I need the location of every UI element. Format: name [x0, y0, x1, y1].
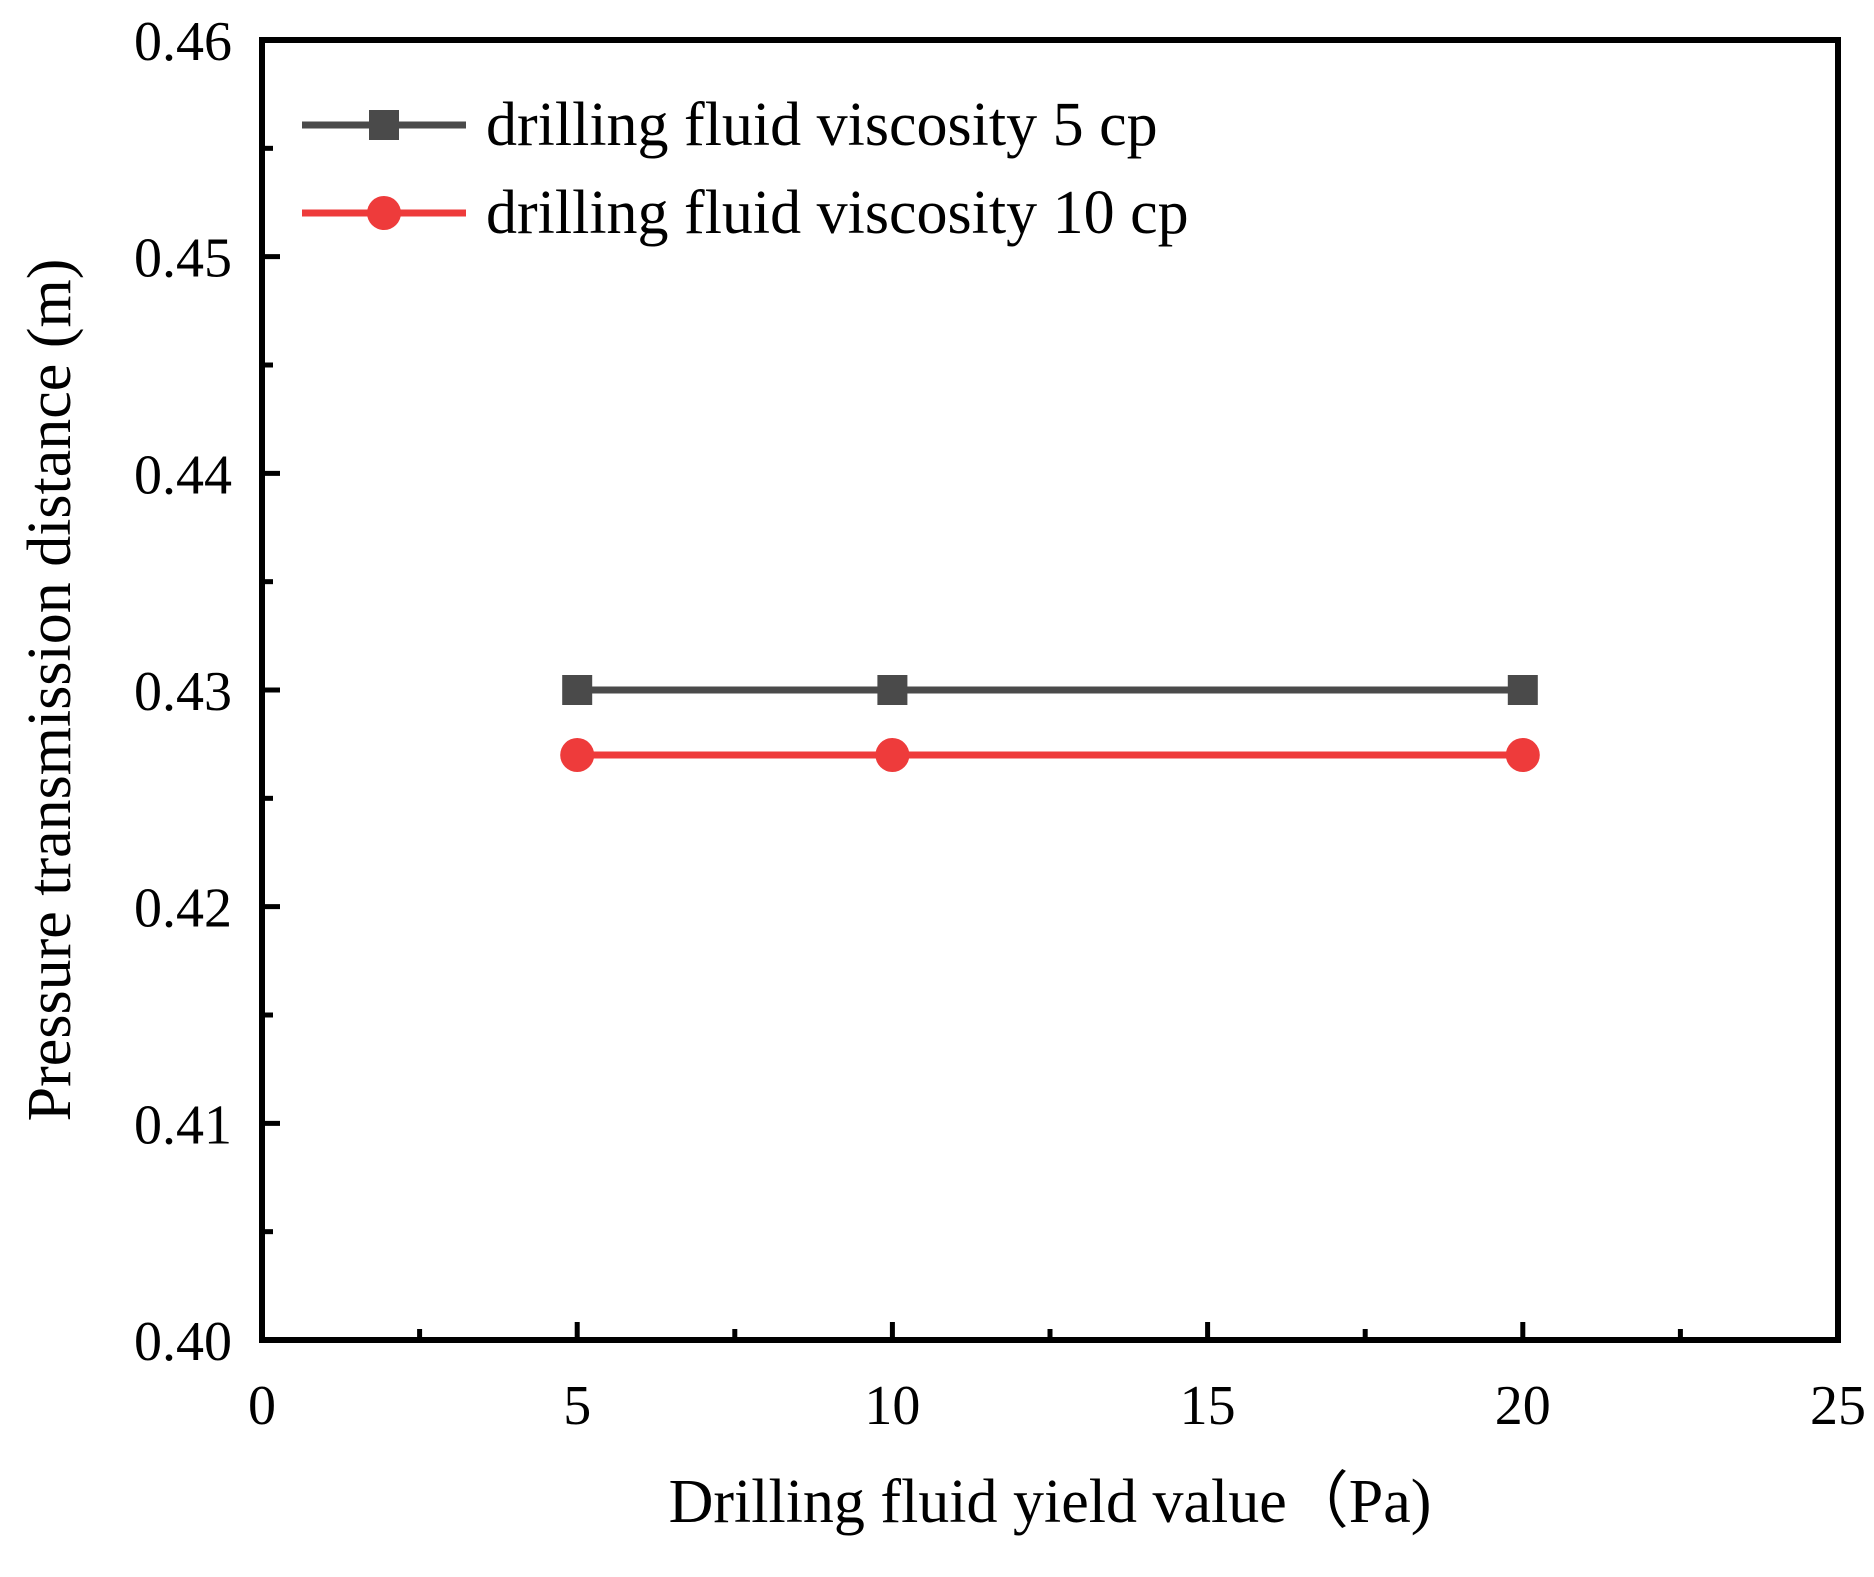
series-marker-square	[877, 675, 908, 705]
y-tick-label: 0.45	[134, 228, 232, 290]
series-group	[560, 738, 1540, 772]
y-tick-label: 0.40	[134, 1311, 232, 1373]
x-tick-label: 0	[248, 1375, 276, 1437]
series-marker-circle	[875, 738, 910, 772]
y-axis-ticks: 0.40 0.41 0.42 0.43 0.44 0.45 0.46	[134, 11, 280, 1373]
y-axis-title: Pressure transmission distance (m)	[16, 259, 84, 1122]
y-tick-label: 0.43	[134, 661, 232, 723]
legend-entry: drilling fluid viscosity 5 cp	[302, 91, 1158, 159]
x-axis-ticks: 0 5 10 15 20 25	[248, 1322, 1866, 1437]
legend-entry: drilling fluid viscosity 10 cp	[302, 179, 1189, 247]
series-marker-square	[369, 110, 399, 140]
y-tick-label: 0.46	[134, 11, 232, 73]
x-axis-title: Drilling fluid yield value（Pa)	[669, 1468, 1432, 1536]
x-tick-label: 5	[563, 1375, 591, 1437]
x-tick-label: 25	[1810, 1375, 1866, 1437]
series-marker-circle	[367, 196, 401, 230]
legend-label: drilling fluid viscosity 10 cp	[486, 179, 1189, 247]
x-tick-label: 15	[1180, 1375, 1236, 1437]
x-tick-label: 20	[1495, 1375, 1551, 1437]
plot-frame	[259, 37, 1841, 1343]
x-tick-label: 10	[864, 1375, 920, 1437]
series-marker-square	[1507, 675, 1538, 705]
series-marker-square	[562, 675, 593, 705]
y-tick-label: 0.42	[134, 878, 232, 940]
series-group	[562, 675, 1538, 705]
series-marker-circle	[560, 738, 595, 772]
legend-label: drilling fluid viscosity 5 cp	[486, 91, 1158, 159]
series-layer	[560, 675, 1540, 772]
y-tick-label: 0.44	[134, 444, 232, 506]
y-tick-label: 0.41	[134, 1094, 232, 1156]
series-marker-circle	[1505, 738, 1540, 772]
legend: drilling fluid viscosity 5 cp drilling fl…	[302, 91, 1189, 247]
